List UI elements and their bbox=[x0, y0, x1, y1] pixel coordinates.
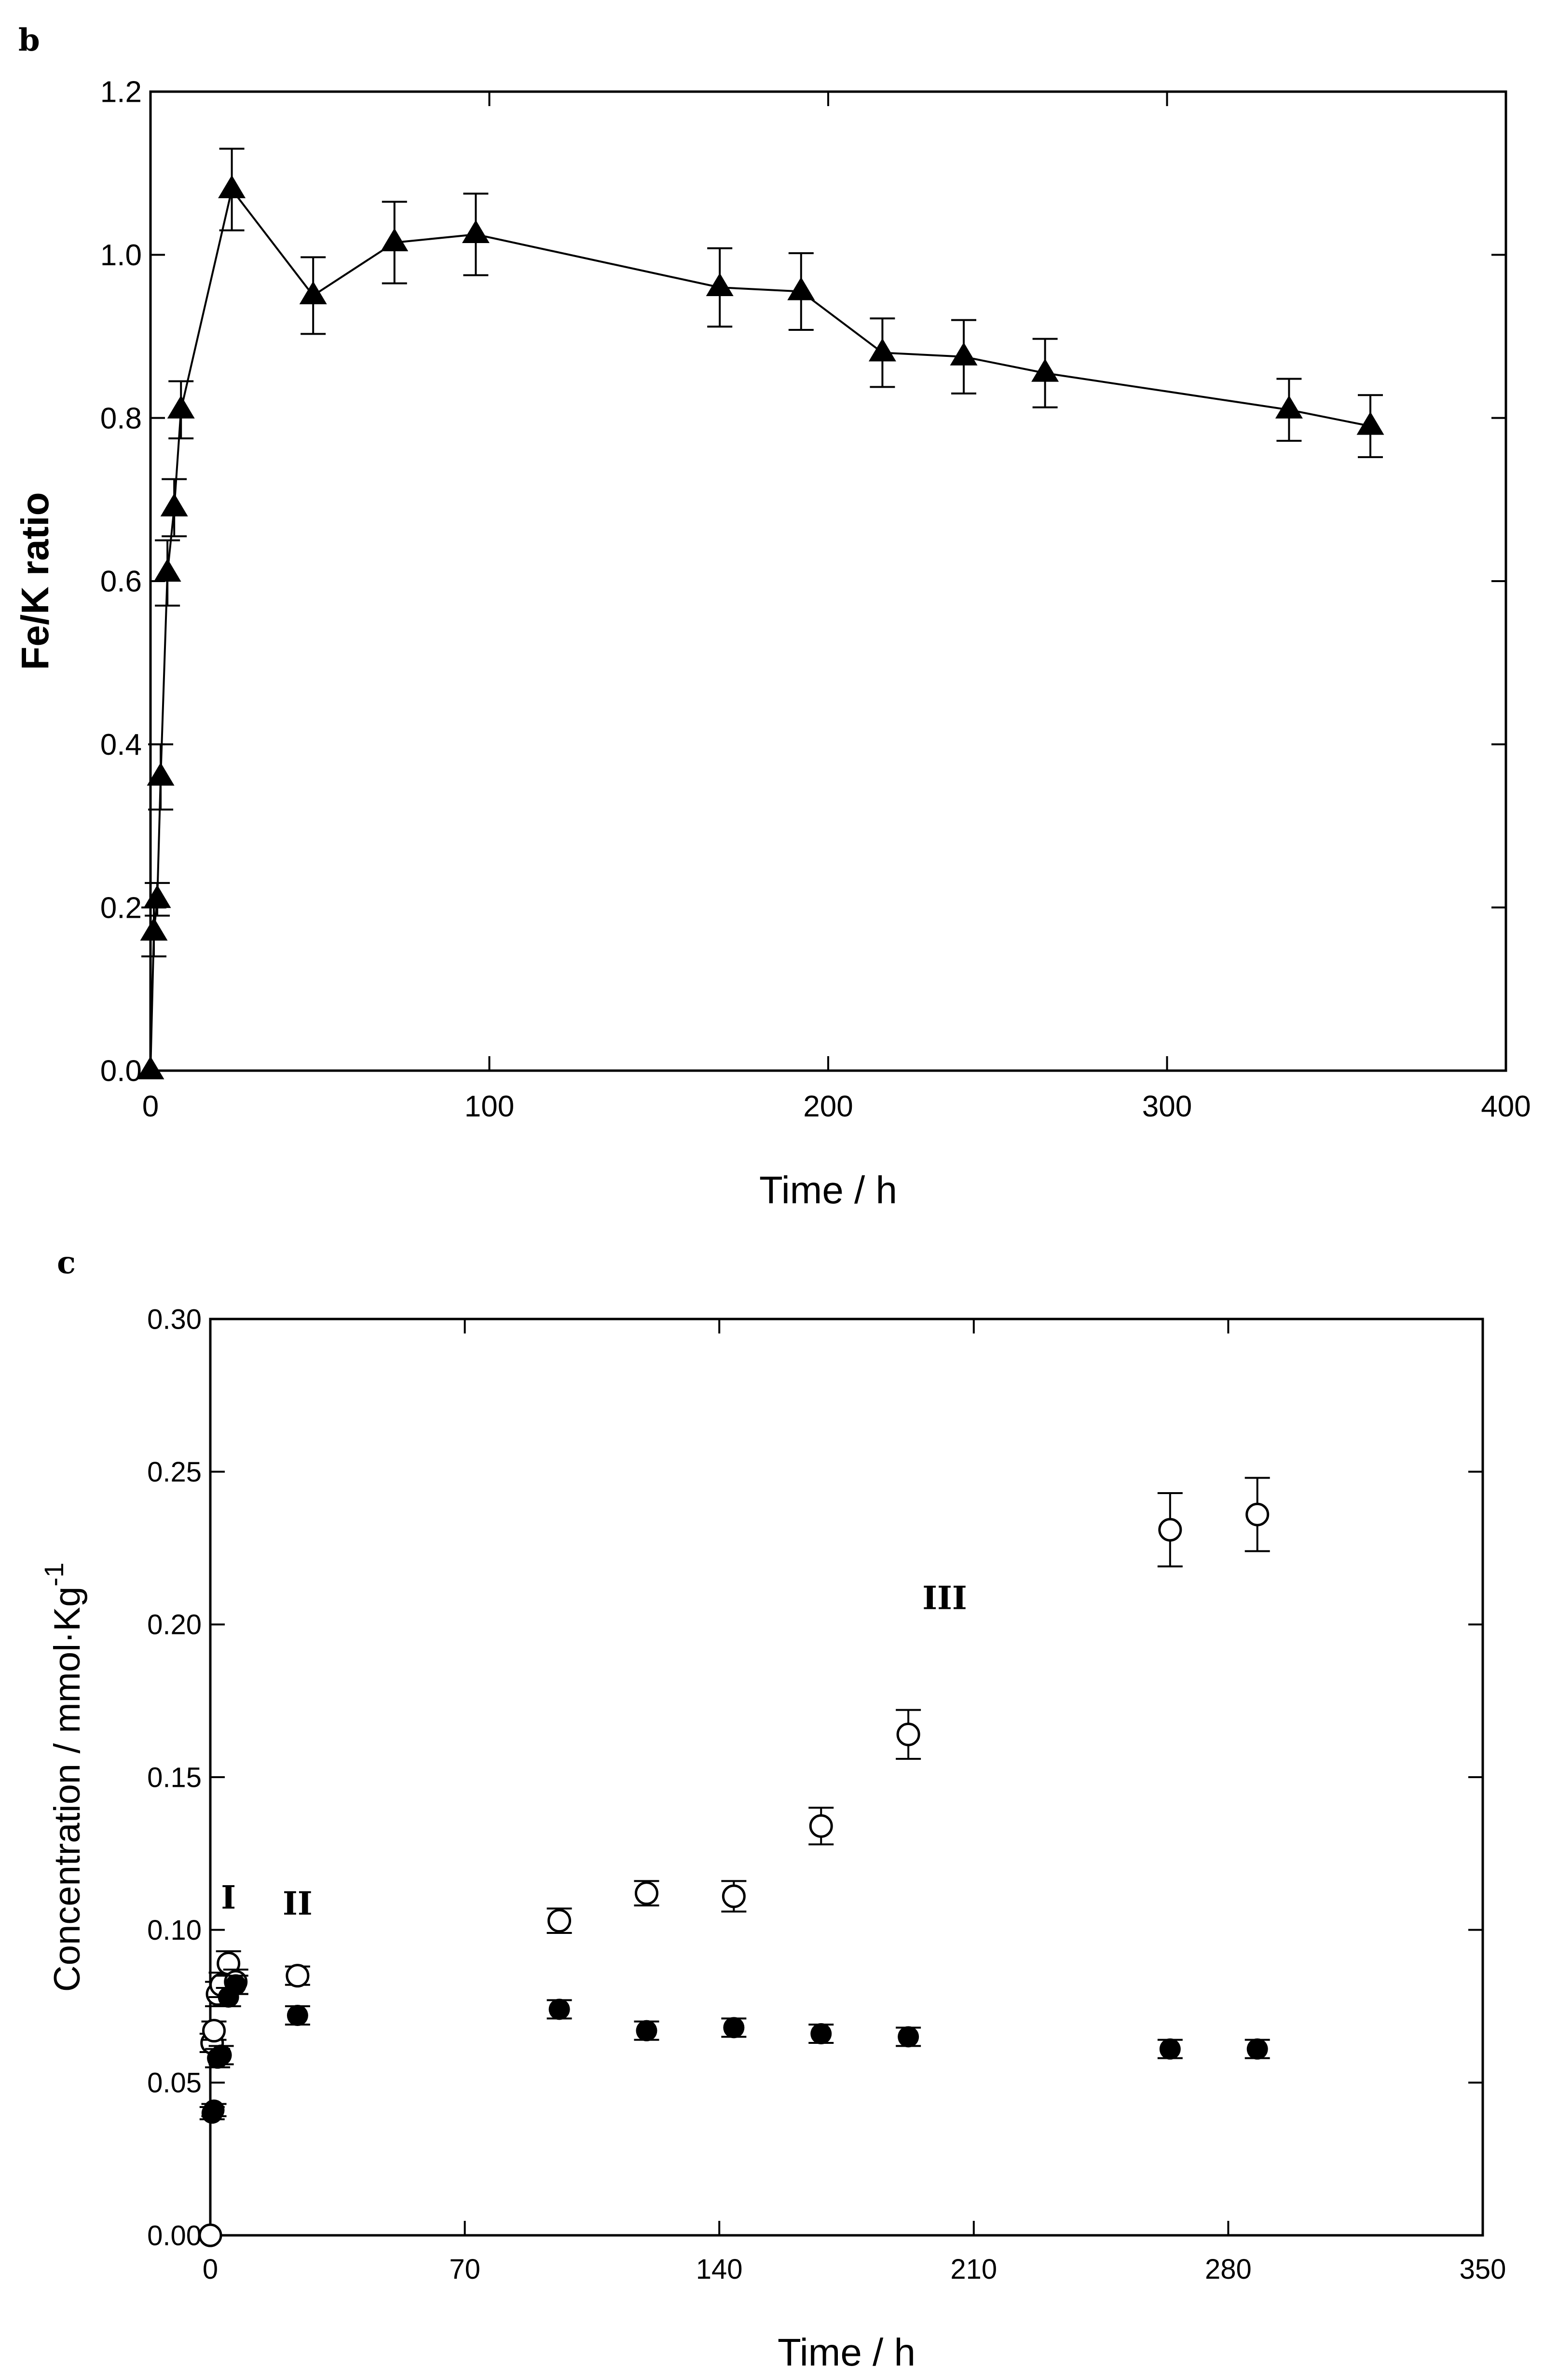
panel-c-y-tick-label: 0.30 bbox=[147, 1304, 202, 1335]
panel-c-y-tick-label: 0.20 bbox=[147, 1609, 202, 1641]
panel-b-x-tick-label: 100 bbox=[465, 1090, 514, 1123]
panel-b-series-0-point bbox=[381, 228, 409, 251]
panel-b-series-0-point bbox=[160, 493, 188, 517]
panel-b-x-tick-label: 200 bbox=[803, 1090, 853, 1123]
panel-c-y-axis-title-superscript: -1 bbox=[39, 1563, 69, 1587]
panel-c-y-tick-label: 0.00 bbox=[147, 2220, 202, 2251]
panel-c-series-0-point bbox=[547, 1909, 572, 1933]
panel-c-x-tick-label: 280 bbox=[1205, 2254, 1252, 2285]
panel-b-y-tick-label: 0.8 bbox=[100, 402, 142, 435]
panel-c-y-tick-label: 0.05 bbox=[147, 2067, 202, 2099]
panel-c-plot-frame bbox=[209, 1318, 1484, 2237]
panel-b-series-0-line bbox=[150, 187, 1371, 1071]
panel-c-x-tick-label: 140 bbox=[696, 2254, 743, 2285]
panel-c-x-tick-label: 0 bbox=[203, 2254, 218, 2285]
panel-c-series bbox=[198, 1477, 1270, 2247]
panel-c-x-axis-title: Time / h bbox=[778, 2331, 916, 2374]
panel-c-y-axis-title-main: Concentration / mmol·Kg bbox=[47, 1587, 88, 1992]
panel-c-series-1-point bbox=[225, 1974, 246, 1996]
panel-b-series-0-point bbox=[868, 338, 896, 362]
panel-b-y-tick-label: 1.2 bbox=[100, 76, 142, 109]
panel-b-x-axis-title: Time / h bbox=[759, 1169, 897, 1211]
panel-b-series-0-point bbox=[706, 273, 734, 296]
panel-c-series-0-point bbox=[634, 1881, 658, 1905]
panel-c-series-0-point bbox=[202, 2019, 226, 2043]
panel-c-series-0-point bbox=[809, 1814, 833, 1838]
panel-b-series-0-point bbox=[153, 558, 181, 582]
panel-b-series-0-point bbox=[787, 277, 815, 300]
panel-c-y-tick-label: 0.15 bbox=[147, 1762, 202, 1793]
panel-c: c 0 70 140 210 280 350 0.000.050.100.150.200.… bbox=[39, 1245, 1506, 2374]
panel-c-x-tick-label: 70 bbox=[449, 2254, 480, 2285]
panel-b-x-tick-label: 300 bbox=[1142, 1090, 1192, 1123]
panel-b-y-tick-label: 0.6 bbox=[100, 565, 142, 598]
panel-c-series-1-point bbox=[287, 2005, 308, 2026]
panel-c-series-1-point bbox=[898, 2026, 919, 2048]
panel-c-series-1-point bbox=[548, 1999, 570, 2020]
panel-b-y-axis: 0.0 0.2 0.4 0.6 0.8 1.0 1.2 bbox=[100, 76, 1506, 1088]
panel-c-y-tick-label: 0.25 bbox=[147, 1456, 202, 1488]
panel-c-series-1-point bbox=[203, 2099, 225, 2121]
panel-b-series-0-point bbox=[143, 884, 171, 908]
panel-b-x-axis: 0 100 200 300 400 bbox=[142, 92, 1531, 1123]
panel-c-x-tick-label: 210 bbox=[950, 2254, 997, 2285]
panel-b: b 0 100 200 300 400 0.0 0.2 0.4 0.6 0.8 1.0 1.2 Ti… bbox=[14, 22, 1531, 1211]
panel-b-series bbox=[137, 148, 1384, 1079]
panel-b-series-0-point bbox=[1031, 358, 1059, 382]
panel-b-series-0-point bbox=[147, 762, 175, 786]
panel-c-x-axis: 0 70 140 210 280 350 bbox=[203, 1319, 1506, 2285]
panel-c-annotation: I bbox=[221, 1878, 236, 1916]
panel-b-y-tick-label: 0.0 bbox=[100, 1055, 142, 1088]
panel-c-series-1-point bbox=[723, 2017, 745, 2039]
panel-b-series-0-point bbox=[1275, 395, 1303, 419]
panel-c-series-0-point bbox=[722, 1884, 746, 1908]
panel-b-x-tick-label: 0 bbox=[142, 1090, 159, 1123]
panel-b-series-0-point bbox=[299, 281, 327, 304]
panel-b-series-0-point bbox=[218, 175, 246, 198]
panel-c-series-0-point bbox=[1245, 1502, 1270, 1526]
panel-c-series-0-point bbox=[286, 1964, 310, 1988]
panel-b-series-0-point bbox=[950, 342, 978, 366]
panel-c-series-1-point bbox=[210, 2044, 232, 2066]
panel-c-y-tick-label: 0.10 bbox=[147, 1915, 202, 1946]
panel-c-series-1-point bbox=[1159, 2038, 1181, 2060]
panel-c-series-0-point bbox=[1158, 1518, 1182, 1542]
panel-c-y-axis-title: Concentration / mmol·Kg-1 bbox=[39, 1563, 88, 1992]
panel-b-y-tick-label: 0.2 bbox=[100, 891, 142, 925]
panel-c-y-axis: 0.00 0.05 0.10 0.15 0.20 0.25 0.30 bbox=[147, 1304, 1483, 2251]
panel-b-series-0-point bbox=[1356, 411, 1384, 435]
panel-c-annotation: III bbox=[922, 1579, 967, 1617]
panel-b-y-tick-label: 1.0 bbox=[100, 239, 142, 272]
panel-b-x-tick-label: 400 bbox=[1481, 1090, 1531, 1123]
panel-b-series-0-point bbox=[462, 220, 490, 244]
panel-b-plot-frame bbox=[149, 90, 1507, 1072]
panel-b-series-0-point bbox=[167, 395, 195, 419]
panel-c-series-1-point bbox=[1246, 2038, 1268, 2060]
panel-c-letter: c bbox=[57, 1245, 76, 1281]
panel-c-x-tick-label: 350 bbox=[1460, 2254, 1506, 2285]
panel-b-series-0-point bbox=[137, 1056, 164, 1079]
panel-b-y-axis-title: Fe/K ratio bbox=[14, 492, 56, 670]
panel-c-series-0-point bbox=[896, 1722, 920, 1746]
panel-c-series-1-point bbox=[636, 2020, 657, 2041]
panel-b-y-tick-label: 0.4 bbox=[100, 728, 142, 762]
panel-c-series-1-point bbox=[810, 2023, 832, 2044]
panel-b-letter: b bbox=[18, 22, 40, 58]
panel-c-series-0-point bbox=[198, 2223, 222, 2247]
panel-b-series-0-point bbox=[140, 917, 168, 941]
panel-c-annotation: II bbox=[283, 1885, 313, 1922]
